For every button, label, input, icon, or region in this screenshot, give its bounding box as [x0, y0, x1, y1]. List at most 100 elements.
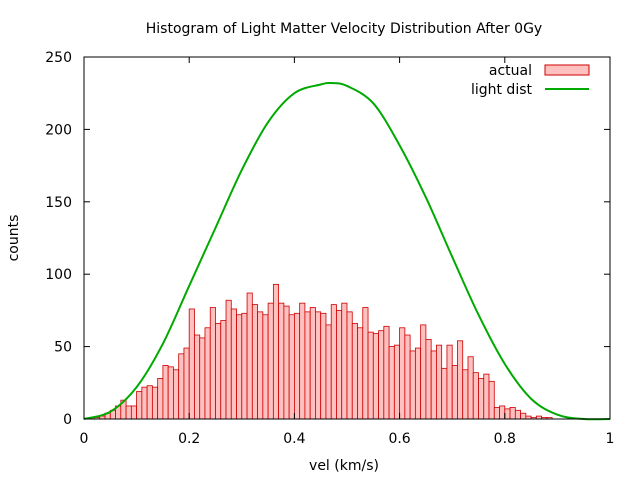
- histogram-bar: [383, 325, 390, 420]
- histogram-bar: [430, 350, 437, 420]
- histogram-bar: [278, 302, 285, 420]
- histogram-bar: [514, 409, 521, 420]
- y-tick-label: 100: [45, 267, 72, 283]
- x-tick-label: 0.8: [494, 431, 516, 447]
- histogram-bar: [272, 283, 280, 420]
- chart-title: Histogram of Light Matter Velocity Distr…: [146, 21, 542, 37]
- histogram-bar: [125, 405, 132, 420]
- legend-label-actual: actual: [489, 63, 532, 79]
- histogram-bar: [467, 356, 474, 420]
- legend-swatch-actual: [544, 64, 590, 76]
- y-tick-label: 50: [54, 340, 72, 356]
- histogram-bar: [141, 386, 148, 420]
- histogram-bar: [241, 312, 248, 420]
- histogram-bar: [315, 311, 322, 420]
- histogram-bar: [151, 386, 159, 420]
- histogram-bar: [225, 299, 232, 420]
- histogram-bar: [199, 337, 206, 420]
- histogram-bar: [509, 407, 516, 420]
- x-axis: 0 0.2 0.4 0.6 0.8 1: [80, 57, 615, 447]
- histogram-bar: [157, 378, 164, 420]
- curve-layer: [83, 81, 611, 421]
- x-tick-label: 0.4: [283, 431, 305, 447]
- histogram-bar: [162, 365, 169, 420]
- histogram-bar: [230, 308, 237, 420]
- histogram-bar: [367, 331, 374, 420]
- histogram-bar: [346, 311, 353, 420]
- y-tick-label: 250: [45, 50, 72, 66]
- histogram-bar: [251, 304, 258, 420]
- histogram-bar: [462, 369, 469, 420]
- histogram-bar: [457, 340, 464, 420]
- histogram-bar: [136, 391, 143, 420]
- histogram-bar: [267, 302, 274, 420]
- histogram-bar: [209, 307, 216, 420]
- histogram-bar: [420, 324, 427, 420]
- histogram-bar: [488, 380, 495, 420]
- histogram-bar: [378, 330, 385, 420]
- histogram-bar: [178, 353, 185, 420]
- histogram-bar: [483, 373, 490, 420]
- histogram-bar: [188, 308, 195, 420]
- histogram-bar: [236, 314, 243, 420]
- histogram-bar: [362, 307, 369, 420]
- histogram-bar: [167, 366, 174, 420]
- y-axis-label: counts: [6, 215, 22, 262]
- histogram-bar: [520, 412, 527, 420]
- y-tick-label: 150: [45, 195, 72, 211]
- y-tick-label: 0: [63, 412, 72, 428]
- legend-label-light-dist: light dist: [471, 82, 533, 98]
- histogram-bar: [130, 405, 137, 420]
- histogram-bar: [220, 320, 227, 420]
- histogram-bar: [283, 305, 290, 420]
- x-axis-label: vel (km/s): [309, 458, 379, 474]
- histogram-bar: [409, 350, 416, 420]
- histogram-bar: [493, 407, 500, 420]
- histogram-bar: [299, 302, 306, 420]
- x-tick-label: 0: [80, 431, 89, 447]
- histogram-bar: [262, 314, 269, 420]
- histogram-bar: [504, 408, 511, 420]
- histogram-bar: [451, 365, 458, 420]
- histogram-bar: [446, 344, 453, 420]
- histogram-bar: [414, 347, 422, 420]
- histogram-bar: [330, 304, 337, 420]
- histogram-bar: [341, 302, 348, 420]
- histogram-bar: [478, 378, 485, 420]
- histogram-bar: [304, 311, 311, 420]
- histogram-bar: [351, 323, 358, 420]
- histogram-bar: [288, 314, 295, 420]
- plot-frame: [83, 56, 611, 420]
- y-axis: 0 50 100 150 200 250: [45, 50, 610, 428]
- histogram-bar: [499, 405, 506, 420]
- histogram-bar: [372, 333, 379, 420]
- x-tick-label: 1: [606, 431, 615, 447]
- histogram-bar: [320, 312, 327, 420]
- histogram-bar: [257, 311, 264, 420]
- histogram-bar: [472, 372, 479, 420]
- histogram-bar: [436, 344, 443, 420]
- histogram-bar: [146, 385, 153, 420]
- histogram-bar: [194, 334, 201, 420]
- histogram-bar: [441, 367, 448, 420]
- legend: actual light dist: [471, 63, 590, 98]
- light-dist-curve: [83, 81, 611, 421]
- histogram-bar: [293, 312, 301, 420]
- histogram-bar: [215, 323, 222, 420]
- histogram-bar: [309, 307, 316, 420]
- bar-layer: [94, 283, 553, 420]
- histogram-bar: [399, 327, 406, 420]
- histogram-bar: [246, 292, 253, 420]
- histogram-bar: [425, 338, 432, 420]
- histogram-bar: [388, 346, 395, 420]
- histogram-bar: [404, 334, 411, 420]
- histogram-bar: [393, 344, 400, 420]
- histogram-bar: [204, 327, 211, 420]
- histogram-bar: [336, 309, 343, 420]
- x-tick-label: 0.2: [178, 431, 200, 447]
- histogram-bar: [325, 324, 332, 420]
- y-tick-label: 200: [45, 122, 72, 138]
- histogram-bar: [173, 369, 180, 420]
- histogram-bar: [357, 327, 364, 420]
